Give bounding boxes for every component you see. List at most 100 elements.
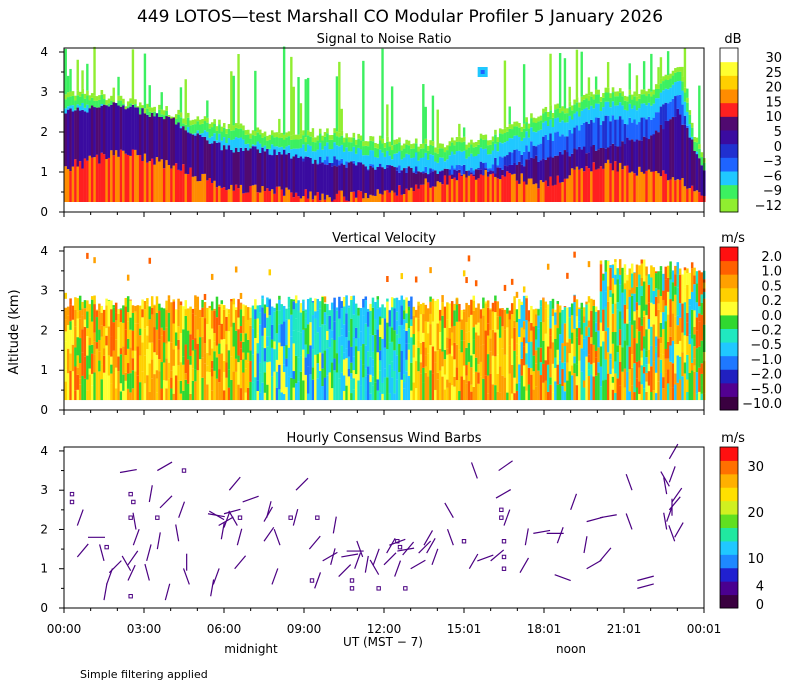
velocity-cell [261, 363, 264, 383]
velocity-cell [366, 374, 370, 401]
snr-cell [246, 150, 250, 193]
velocity-cell [570, 315, 574, 333]
snr-cell [614, 145, 617, 162]
snr-cell [434, 186, 437, 202]
velocity-cell [275, 333, 279, 360]
snr-cell [683, 101, 687, 116]
velocity-cell [695, 317, 699, 331]
velocity-cell [446, 348, 449, 355]
wind-barb [223, 508, 241, 515]
snr-cell [686, 127, 689, 189]
velocity-cell [254, 319, 257, 339]
velocity-cell [90, 344, 94, 354]
snr-cell [203, 121, 207, 131]
velocity-cell [611, 293, 615, 304]
colorbar-tick-label: −10.0 [742, 397, 782, 412]
velocity-cell [66, 315, 70, 325]
velocity-cell [81, 301, 84, 309]
velocity-cell [436, 350, 440, 373]
velocity-cell [388, 364, 392, 394]
velocity-cell [186, 359, 190, 384]
snr-cell [606, 92, 610, 102]
snr-cell [426, 145, 430, 151]
snr-cell [249, 133, 252, 139]
snr-cell [340, 190, 344, 202]
velocity-cell [158, 310, 161, 340]
snr-cell [302, 196, 305, 202]
velocity-cell [479, 309, 483, 319]
snr-cell [189, 133, 192, 168]
snr-cell [496, 151, 500, 166]
colorbar-swatch [720, 130, 738, 145]
velocity-cell [474, 324, 478, 333]
velocity-cell [155, 329, 159, 355]
velocity-cell [126, 338, 130, 349]
velocity-cell [494, 295, 497, 301]
velocity-cell [426, 353, 430, 377]
wind-barb [132, 512, 137, 530]
velocity-cell [297, 357, 300, 382]
velocity-cell [146, 335, 149, 350]
snr-cell [597, 94, 600, 104]
noon-label: noon [556, 642, 586, 656]
velocity-cell [465, 375, 468, 384]
snr-cell [306, 198, 310, 202]
snr-cell [633, 119, 636, 142]
colorbar-swatch [720, 102, 738, 117]
velocity-cell [412, 306, 416, 317]
snr-cell [630, 122, 634, 140]
velocity-cell [460, 310, 464, 320]
snr-cell [402, 148, 406, 158]
velocity-cell [282, 364, 286, 372]
snr-cell [126, 106, 130, 109]
velocity-cell [484, 375, 488, 401]
velocity-cell [472, 310, 476, 328]
snr-cell [568, 156, 572, 176]
velocity-cell [328, 329, 332, 348]
snr-cell [686, 188, 689, 202]
snr-cell [340, 163, 344, 191]
velocity-cell [98, 360, 101, 372]
snr-cell [227, 128, 231, 139]
snr-cell [642, 117, 646, 137]
velocity-cell [326, 348, 329, 376]
snr-cell [544, 134, 548, 160]
velocity-cell [472, 300, 476, 311]
snr-cell [254, 146, 257, 185]
snr-cell [604, 163, 608, 202]
velocity-cell [306, 353, 310, 367]
velocity-cell [669, 271, 672, 280]
snr-cell [554, 118, 557, 133]
snr-cell [666, 51, 670, 76]
velocity-cell [146, 298, 149, 305]
velocity-cell [498, 308, 502, 317]
velocity-cell [347, 356, 351, 369]
velocity-cell [369, 374, 372, 383]
snr-cell [638, 140, 641, 167]
velocity-cell [386, 276, 389, 283]
velocity-cell [218, 306, 221, 326]
snr-cell [518, 150, 521, 162]
snr-cell [676, 71, 680, 82]
velocity-cell [191, 350, 195, 369]
velocity-cell [369, 356, 372, 375]
velocity-cell [287, 347, 291, 377]
velocity-cell [592, 320, 596, 345]
wind-barb [490, 549, 505, 562]
colorbar-tick-label: 1.0 [761, 265, 782, 280]
velocity-cell [611, 278, 615, 294]
snr-cell [503, 176, 507, 202]
snr-cell [64, 48, 67, 95]
velocity-cell [638, 265, 641, 275]
velocity-cell [630, 273, 634, 296]
velocity-cell [158, 359, 161, 372]
snr-cell [290, 135, 293, 140]
velocity-cell [345, 337, 348, 349]
snr-cell [623, 100, 627, 110]
snr-cell [414, 152, 418, 167]
velocity-cell [676, 355, 680, 383]
velocity-cell [642, 373, 646, 389]
velocity-cell [669, 299, 672, 328]
velocity-cell [609, 265, 612, 268]
snr-cell [239, 184, 243, 202]
